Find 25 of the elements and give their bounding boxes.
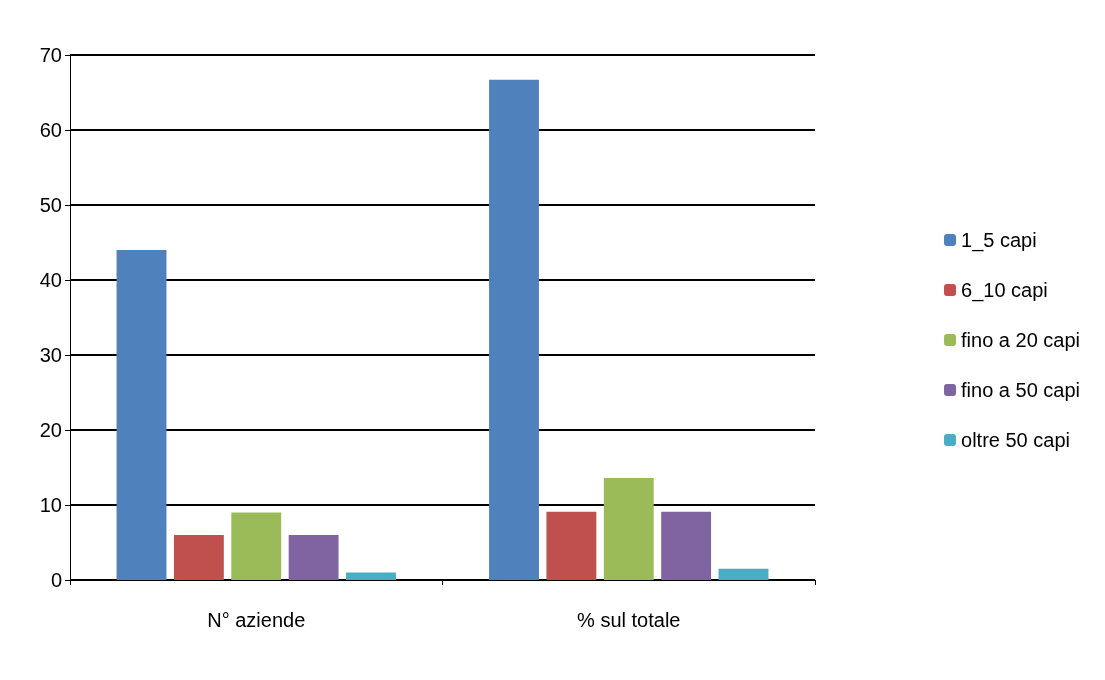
bar	[346, 572, 396, 580]
bar	[116, 250, 167, 580]
bar	[546, 511, 597, 580]
y-tick-label: 60	[39, 119, 62, 141]
bar	[661, 511, 712, 580]
y-tick-label: 30	[39, 344, 62, 366]
bar	[718, 568, 769, 580]
y-tick-label: 10	[39, 494, 62, 516]
y-tick-label: 50	[39, 194, 62, 216]
legend-label: fino a 20 capi	[961, 329, 1081, 351]
y-tick-label: 0	[50, 569, 62, 591]
bar	[231, 512, 282, 580]
bar	[603, 478, 654, 580]
legend-label: oltre 50 capi	[961, 429, 1070, 451]
bar	[489, 79, 539, 580]
y-tick-label: 20	[39, 419, 62, 441]
legend-label: 6_10 capi	[961, 279, 1048, 302]
y-tick-label: 40	[39, 269, 62, 291]
legend-label: fino a 50 capi	[961, 379, 1081, 401]
legend-label: 1_5 capi	[961, 229, 1037, 252]
x-tick-label: N° aziende	[207, 609, 306, 631]
bar	[288, 535, 339, 580]
bar	[173, 535, 224, 580]
x-tick-label: % sul totale	[577, 609, 681, 631]
y-tick-label: 70	[39, 44, 62, 66]
